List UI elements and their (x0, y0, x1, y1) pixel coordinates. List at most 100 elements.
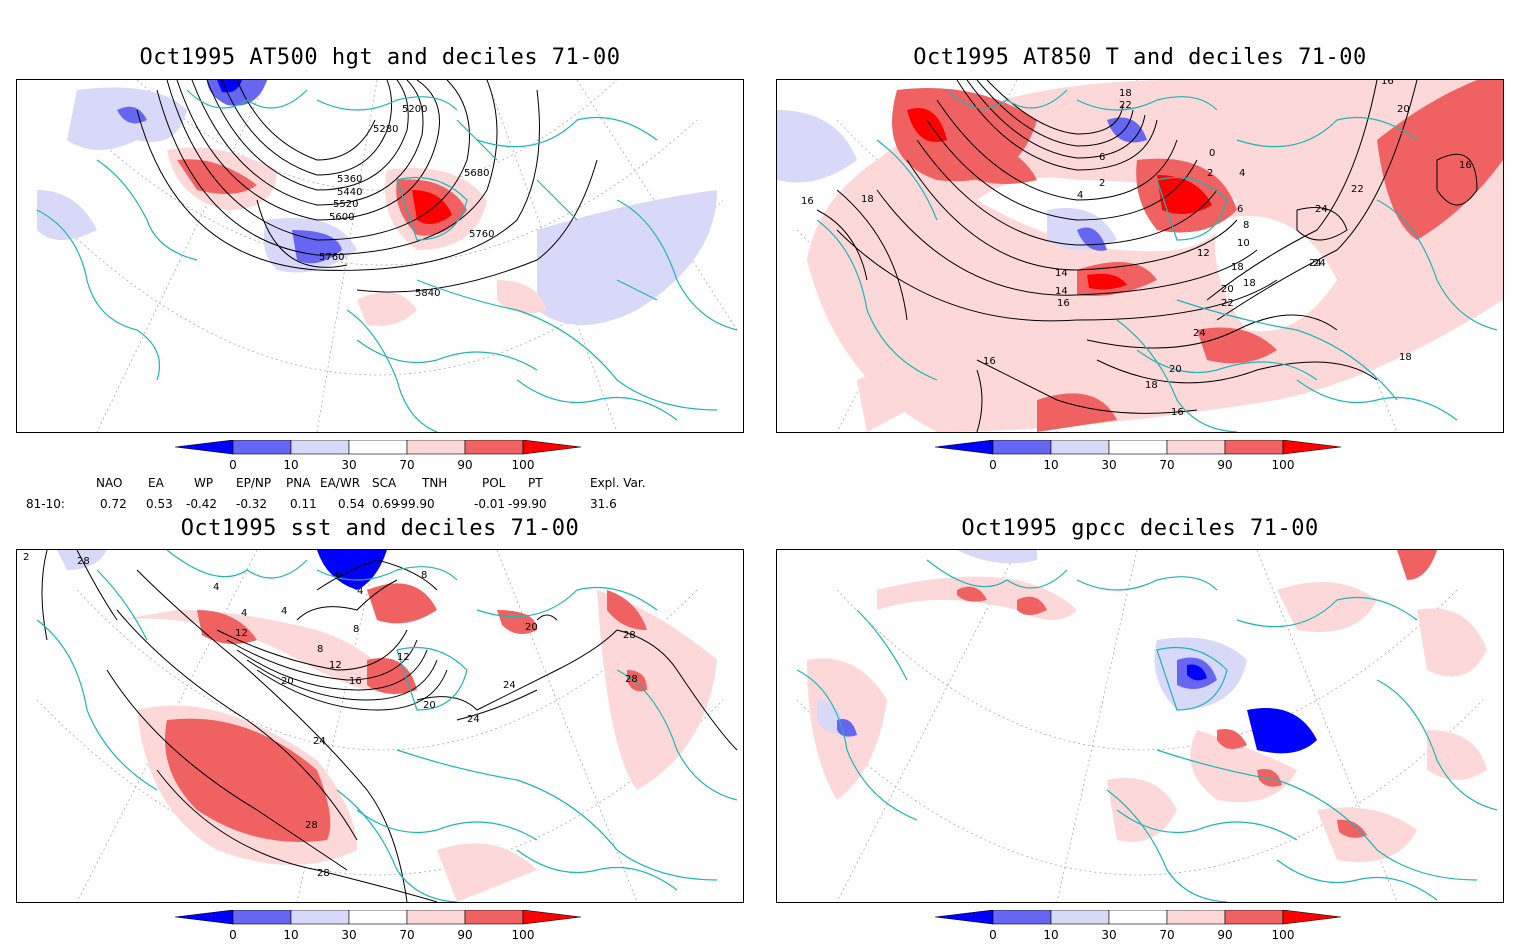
tc-header: TNH (422, 476, 448, 490)
contour-label: 2 (1207, 168, 1213, 179)
colorbar-tick-label: 70 (399, 458, 415, 472)
contour-label: 5280 (373, 124, 398, 135)
contour-label: 5360 (337, 174, 362, 185)
decile-fill-t850 (777, 80, 1503, 432)
colorbar-segment (1166, 909, 1226, 925)
graticule (36, 80, 738, 432)
contour-label: 4 (357, 586, 363, 597)
contour-label: 22 (1119, 100, 1132, 111)
contour-label: 20 (281, 676, 294, 687)
contour-label: 24 (313, 736, 326, 747)
contour-label: 18 (861, 194, 874, 205)
tc-header: WP (194, 476, 214, 490)
tc-header: POL (482, 476, 506, 490)
contour-label: 6 (1099, 152, 1105, 163)
colorbar-tick-label: 70 (1159, 928, 1175, 942)
colorbar-segment (464, 909, 524, 925)
colorbar-tick-label: 90 (1217, 458, 1233, 472)
panel-title-sst: Oct1995 sst and deciles 71-00 (180, 516, 580, 541)
tc-value: 0.53 (146, 497, 173, 511)
contour-label: 16 (1459, 160, 1472, 171)
contour-label: 12 (235, 628, 248, 639)
contour-label: 4 (1239, 168, 1245, 179)
colorbar-segment (1050, 439, 1110, 455)
contour-label: 18 (1145, 380, 1158, 391)
contour-label: 18 (1231, 262, 1244, 273)
contour-label: 18 (1243, 278, 1256, 289)
map-t850-svg: 16 16 18 20 22 24 24 18 16 14 12 10 8 6 … (777, 80, 1503, 432)
tc-value: 0.72 (100, 497, 127, 511)
colorbar-tick-label: 30 (1101, 928, 1117, 942)
decile-fill-sst (57, 550, 717, 902)
colorbar-segment (232, 439, 292, 455)
colorbar-tick-label: 90 (1217, 928, 1233, 942)
coastlines-t850 (816, 89, 1498, 432)
contour-label: 5440 (337, 187, 362, 198)
contour-label: 0 (335, 570, 341, 581)
colorbar-segment (934, 439, 994, 455)
contour-labels-sst: 2 28 4 0 4 4 4 8 8 12 12 20 16 12 20 24 … (23, 552, 638, 879)
colorbar-segment (1282, 439, 1342, 455)
colorbar-segment (464, 439, 524, 455)
colorbar-segment (406, 439, 466, 455)
colorbar-svg (174, 439, 582, 455)
tc-header: EP/NP (236, 476, 272, 490)
contours-hgt (136, 80, 598, 293)
colorbar-tick-label: 30 (341, 458, 357, 472)
contour-label: 16 (1381, 80, 1394, 87)
tc-header: EA (148, 476, 164, 490)
contour-labels-hgt: 5200 5280 5360 5440 5520 5600 5680 5760 … (319, 104, 494, 299)
contour-label: 5680 (464, 168, 489, 179)
colorbar-segment (522, 439, 582, 455)
contour-label: 8 (1243, 220, 1249, 231)
contour-label: 28 (77, 556, 90, 567)
contour-label: 4 (281, 606, 287, 617)
tc-value: 0.54 (338, 497, 365, 511)
tc-value: 0.69 (372, 497, 399, 511)
colorbar-segment (1166, 439, 1226, 455)
tc-header: NAO (96, 476, 123, 490)
contour-label: 5520 (333, 199, 358, 210)
tc-row-label: 81-10: (26, 497, 65, 511)
tc-value: -0.42 (186, 497, 218, 511)
contour-label: 16 (1171, 407, 1184, 418)
contours-sst (41, 550, 738, 902)
colorbar-tick-label: 10 (1043, 458, 1059, 472)
colorbar-segment (290, 909, 350, 925)
colorbar-svg (174, 909, 582, 925)
colorbar-tick-label: 10 (283, 928, 299, 942)
tc-value: -99.90 (396, 497, 435, 511)
contour-label: 8 (421, 570, 427, 581)
contour-label: 16 (1057, 298, 1070, 309)
contour-label: 18 (1119, 88, 1132, 99)
contour-label: 5760 (469, 229, 494, 240)
tc-value: -0.32 (236, 497, 268, 511)
contour-label: 22 (1221, 298, 1234, 309)
tc-header: SCA (372, 476, 397, 490)
tc-value: -99.90 (508, 497, 547, 511)
contour-label: 4 (213, 582, 219, 593)
contour-label: 24 (1313, 258, 1326, 269)
colorbar-tick-label: 90 (457, 928, 473, 942)
map-panel-t850: 16 16 18 20 22 24 24 18 16 14 12 10 8 6 … (776, 79, 1504, 433)
contour-label: 4 (1077, 190, 1083, 201)
contour-labels-t850: 16 16 18 20 22 24 24 18 16 14 12 10 8 6 … (801, 80, 1472, 418)
colorbar-segment (1282, 909, 1342, 925)
contour-label: 20 (1169, 364, 1182, 375)
colorbar-tick-label: 70 (399, 928, 415, 942)
contour-label: 28 (623, 630, 636, 641)
colorbar-segment (348, 909, 408, 925)
colorbar-segment (1224, 909, 1284, 925)
colorbar-t850: 0 10 30 70 90 100 (934, 439, 1345, 480)
colorbar-svg (934, 439, 1342, 455)
contour-label: 14 (1055, 268, 1068, 279)
contour-label: 4 (241, 608, 247, 619)
map-panel-hgt: 5200 5280 5360 5440 5520 5600 5680 5760 … (16, 79, 744, 433)
tc-value: -0.01 (474, 497, 506, 511)
colorbar-segment (348, 439, 408, 455)
colorbar-tick-label: 10 (283, 458, 299, 472)
contour-label: 2 (1099, 178, 1105, 189)
map-gpcc-svg (796, 550, 1498, 902)
coastlines-hgt (36, 89, 738, 432)
colorbar-segment (992, 439, 1052, 455)
